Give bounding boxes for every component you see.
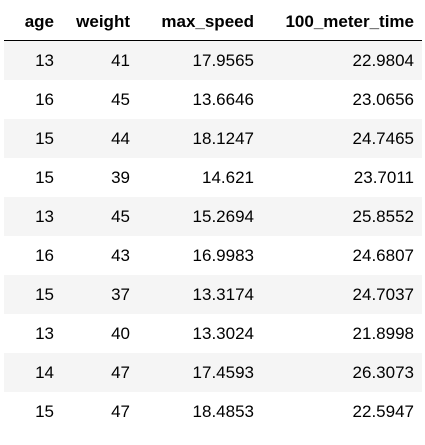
cell-weight: 45	[62, 197, 138, 236]
cell-age: 15	[4, 392, 62, 431]
cell-100-meter-time: 24.6807	[262, 236, 422, 275]
cell-weight: 45	[62, 80, 138, 119]
cell-age: 15	[4, 119, 62, 158]
column-header-weight: weight	[62, 4, 138, 41]
cell-100-meter-time: 24.7037	[262, 275, 422, 314]
table-row: 15 37 13.3174 24.7037	[4, 275, 422, 314]
cell-age: 13	[4, 40, 62, 80]
table-row: 13 45 15.2694 25.8552	[4, 197, 422, 236]
cell-weight: 39	[62, 158, 138, 197]
cell-age: 15	[4, 275, 62, 314]
cell-age: 16	[4, 236, 62, 275]
cell-100-meter-time: 26.3073	[262, 353, 422, 392]
cell-max-speed: 18.4853	[138, 392, 262, 431]
table-row: 16 45 13.6646 23.0656	[4, 80, 422, 119]
table-row: 15 47 18.4853 22.5947	[4, 392, 422, 431]
cell-max-speed: 17.4593	[138, 353, 262, 392]
cell-weight: 40	[62, 314, 138, 353]
cell-max-speed: 15.2694	[138, 197, 262, 236]
column-header-100-meter-time: 100_meter_time	[262, 4, 422, 41]
cell-weight: 47	[62, 392, 138, 431]
cell-100-meter-time: 22.5947	[262, 392, 422, 431]
cell-max-speed: 17.9565	[138, 40, 262, 80]
cell-age: 13	[4, 197, 62, 236]
cell-weight: 44	[62, 119, 138, 158]
table-row: 14 47 17.4593 26.3073	[4, 353, 422, 392]
header-row: age weight max_speed 100_meter_time	[4, 4, 422, 41]
table-body: 13 41 17.9565 22.9804 16 45 13.6646 23.0…	[4, 40, 422, 431]
cell-max-speed: 13.3024	[138, 314, 262, 353]
cell-age: 16	[4, 80, 62, 119]
cell-max-speed: 16.9983	[138, 236, 262, 275]
column-header-age: age	[4, 4, 62, 41]
cell-age: 15	[4, 158, 62, 197]
table-header: age weight max_speed 100_meter_time	[4, 4, 422, 41]
table-row: 13 40 13.3024 21.8998	[4, 314, 422, 353]
table-row: 15 44 18.1247 24.7465	[4, 119, 422, 158]
cell-weight: 37	[62, 275, 138, 314]
cell-age: 14	[4, 353, 62, 392]
cell-max-speed: 13.3174	[138, 275, 262, 314]
cell-max-speed: 14.621	[138, 158, 262, 197]
cell-weight: 47	[62, 353, 138, 392]
table-row: 15 39 14.621 23.7011	[4, 158, 422, 197]
column-header-max-speed: max_speed	[138, 4, 262, 41]
cell-100-meter-time: 25.8552	[262, 197, 422, 236]
cell-100-meter-time: 21.8998	[262, 314, 422, 353]
cell-weight: 43	[62, 236, 138, 275]
cell-100-meter-time: 22.9804	[262, 40, 422, 80]
cell-100-meter-time: 23.0656	[262, 80, 422, 119]
data-table: age weight max_speed 100_meter_time 13 4…	[4, 4, 422, 431]
table-row: 16 43 16.9983 24.6807	[4, 236, 422, 275]
cell-max-speed: 18.1247	[138, 119, 262, 158]
cell-max-speed: 13.6646	[138, 80, 262, 119]
cell-100-meter-time: 24.7465	[262, 119, 422, 158]
cell-age: 13	[4, 314, 62, 353]
cell-100-meter-time: 23.7011	[262, 158, 422, 197]
cell-weight: 41	[62, 40, 138, 80]
table-row: 13 41 17.9565 22.9804	[4, 40, 422, 80]
